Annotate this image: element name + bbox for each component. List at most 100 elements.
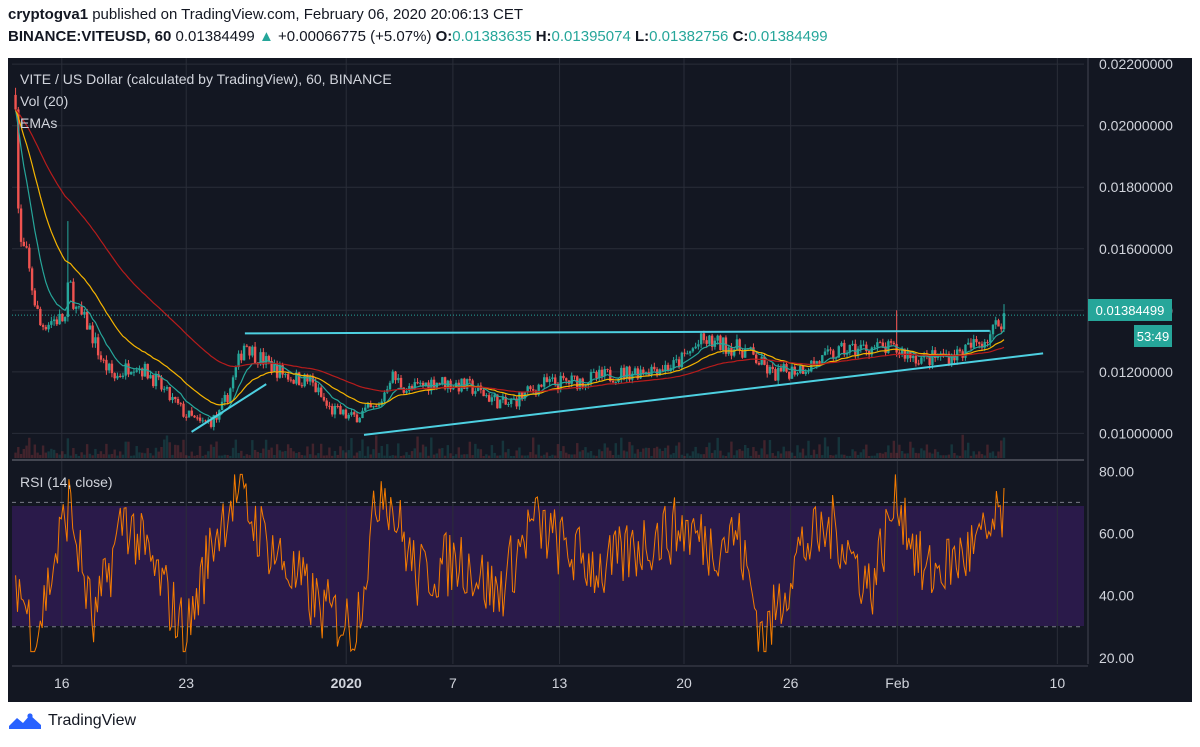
volume-bar bbox=[914, 452, 918, 458]
volume-bar bbox=[804, 455, 807, 458]
volume-bar bbox=[520, 455, 524, 458]
candle-body bbox=[383, 392, 386, 402]
candle-body bbox=[292, 379, 295, 384]
time-tick-label: 16 bbox=[54, 675, 70, 691]
candle-body bbox=[633, 368, 637, 374]
candle-body bbox=[102, 359, 105, 361]
volume-bar bbox=[55, 453, 59, 458]
volume-bar bbox=[796, 445, 799, 458]
candle-body bbox=[143, 363, 147, 377]
volume-bar bbox=[391, 455, 394, 458]
volume-bar bbox=[573, 454, 576, 458]
candle-body bbox=[876, 342, 879, 348]
volume-bar bbox=[746, 447, 750, 458]
vol-legend[interactable]: Vol (20) bbox=[20, 93, 68, 109]
volume-bar bbox=[105, 443, 108, 458]
price-tick-label: 0.01200000 bbox=[1099, 364, 1173, 380]
volume-bar bbox=[72, 448, 75, 458]
volume-bar bbox=[300, 454, 304, 458]
volume-bar bbox=[686, 453, 689, 458]
candle-body bbox=[997, 320, 1000, 327]
volume-bar bbox=[28, 437, 31, 458]
volume-bar bbox=[669, 454, 673, 458]
trendline[interactable] bbox=[244, 329, 990, 335]
candle-body bbox=[821, 355, 824, 364]
volume-bar bbox=[135, 446, 138, 458]
volume-bar bbox=[223, 454, 227, 458]
volume-bar bbox=[741, 450, 744, 458]
volume-bar bbox=[284, 450, 287, 458]
candle-body bbox=[196, 417, 199, 419]
candle-body bbox=[878, 342, 882, 344]
candle-body bbox=[154, 374, 158, 387]
volume-bar bbox=[512, 455, 516, 458]
candle-body bbox=[394, 371, 397, 381]
volume-bar bbox=[58, 454, 61, 458]
candle-body bbox=[339, 405, 342, 415]
volume-bar bbox=[297, 452, 301, 458]
candle-body bbox=[840, 342, 843, 347]
candle-body bbox=[118, 375, 122, 377]
candle-body bbox=[763, 356, 766, 365]
volume-bar bbox=[614, 443, 617, 458]
candle-body bbox=[702, 333, 706, 341]
candle-body bbox=[52, 319, 56, 322]
candle-body bbox=[823, 351, 827, 356]
volume-bar bbox=[454, 454, 458, 458]
volume-bar bbox=[99, 451, 103, 458]
low-value: 0.01382756 bbox=[649, 28, 729, 45]
candle-body bbox=[628, 366, 631, 380]
candle-body bbox=[105, 359, 108, 371]
candle-body bbox=[375, 406, 378, 408]
time-tick-label: 23 bbox=[178, 675, 194, 691]
volume-bar bbox=[972, 451, 975, 458]
publish-line: cryptogva1 published on TradingView.com,… bbox=[8, 6, 523, 23]
volume-bar bbox=[947, 454, 951, 458]
volume-bar bbox=[127, 441, 130, 458]
volume-bar bbox=[165, 435, 169, 458]
volume-bar bbox=[507, 448, 510, 458]
candle-body bbox=[149, 375, 152, 379]
rsi-legend[interactable]: RSI (14, close) bbox=[20, 474, 113, 490]
rsi-tick-label: 40.00 bbox=[1099, 588, 1134, 604]
volume-bar bbox=[942, 455, 945, 458]
candle-body bbox=[856, 348, 860, 356]
volume-bar bbox=[201, 455, 204, 458]
volume-bar bbox=[443, 455, 447, 458]
trendlines[interactable] bbox=[191, 329, 1044, 436]
volume-bar bbox=[259, 452, 262, 458]
candle-body bbox=[44, 326, 48, 330]
candle-body bbox=[132, 371, 136, 373]
candle-body bbox=[476, 385, 480, 392]
ema-line bbox=[15, 109, 1005, 393]
candle-body bbox=[653, 366, 656, 370]
candle-body bbox=[694, 346, 697, 349]
volume-bar bbox=[771, 453, 774, 458]
candle-body bbox=[262, 352, 265, 365]
candle-body bbox=[545, 377, 549, 382]
volume-bar bbox=[920, 448, 923, 458]
candle-body bbox=[198, 417, 202, 421]
candle-body bbox=[790, 366, 794, 379]
volume-bar bbox=[242, 455, 246, 458]
price-tick-label: 0.02000000 bbox=[1099, 118, 1173, 134]
volume-bar bbox=[83, 454, 86, 458]
volume-bar bbox=[215, 441, 218, 458]
candle-body bbox=[865, 344, 868, 351]
footer-brand[interactable]: TradingView bbox=[48, 712, 137, 729]
volume-bar bbox=[617, 454, 620, 458]
volume-bar bbox=[790, 452, 794, 458]
author-name[interactable]: cryptogva1 bbox=[8, 6, 89, 23]
volume-bar bbox=[964, 450, 967, 458]
candle-body bbox=[650, 366, 653, 376]
trendline[interactable] bbox=[191, 383, 267, 433]
emas-legend[interactable]: EMAs bbox=[20, 115, 57, 131]
volume-bar bbox=[69, 455, 72, 458]
candle-body bbox=[14, 94, 17, 110]
volume-bar bbox=[900, 450, 904, 458]
trendline[interactable] bbox=[363, 352, 1044, 436]
candle-body bbox=[116, 375, 119, 379]
candle-body bbox=[666, 364, 670, 371]
candle-body bbox=[768, 366, 772, 374]
